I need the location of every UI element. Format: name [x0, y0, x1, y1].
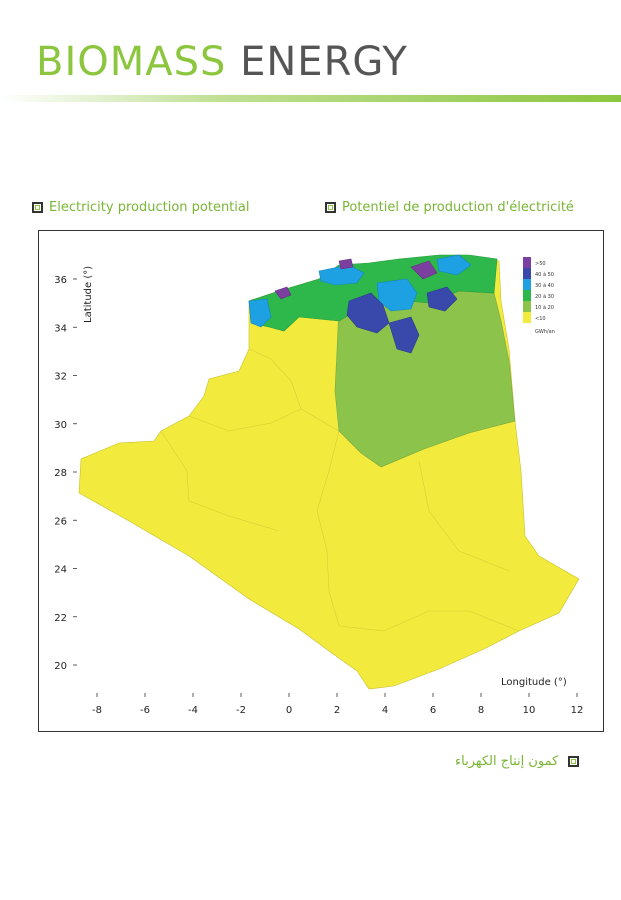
legend-label: 40 à 50	[535, 271, 554, 278]
page-title: BIOMASS ENERGY	[36, 42, 408, 82]
legend-swatch	[523, 257, 531, 268]
x-tick-label: -4	[188, 705, 198, 716]
legend-swatch	[523, 268, 531, 279]
caption-arabic: كمون إنتاج الكهرباء	[455, 754, 580, 769]
title-word-biomass: BIOMASS	[36, 39, 227, 85]
region-30-40-east	[436, 254, 472, 276]
region-gt50-b	[410, 260, 438, 280]
x-tick-label: 12	[571, 705, 584, 716]
legend-label: >50	[535, 261, 546, 267]
region-boundaries	[160, 348, 520, 632]
x-tick-label: 2	[334, 705, 340, 716]
legend-label: <10	[535, 316, 546, 322]
legend-label: 30 à 40	[535, 282, 554, 289]
legend-swatch	[523, 290, 531, 301]
legend-swatch	[523, 312, 531, 323]
caption-english-text: Electricity production potential	[49, 200, 250, 215]
region-gt50-c	[338, 258, 354, 270]
legend-swatch	[523, 279, 531, 290]
region-40-50-b	[388, 316, 420, 354]
legend-swatch	[523, 301, 531, 312]
y-tick-label: 28	[54, 468, 67, 479]
x-tick-label: 4	[382, 705, 388, 716]
region-gt50-a	[274, 286, 292, 300]
y-tick-label: 26	[54, 516, 67, 527]
map-frame: 20 22 24 26 28 30 32 34 36 -8 -6 -4 -2 0 2 4 6 8 10 12 Lat…	[38, 230, 604, 732]
x-tick-label: -6	[140, 705, 150, 716]
x-axis: -8 -6 -4 -2 0 2 4 6 8 10 12	[92, 693, 583, 716]
checkbox-icon	[32, 202, 43, 213]
caption-arabic-text: كمون إنتاج الكهرباء	[455, 754, 559, 769]
region-40-50-a	[346, 292, 390, 334]
x-tick-label: -2	[236, 705, 246, 716]
title-word-energy: ENERGY	[240, 39, 408, 85]
caption-french: Potentiel de production d'électricité	[325, 200, 574, 215]
y-axis-label: Latitude (°)	[83, 266, 94, 323]
legend-unit: GWh/an	[535, 329, 555, 335]
caption-english: Electricity production potential	[32, 200, 249, 215]
title-underline	[0, 95, 621, 102]
legend: >50 40 à 50 30 à 40 20 à 30 10 à 20 <10 GWh/an	[523, 257, 555, 335]
y-tick-label: 24	[54, 565, 67, 576]
y-axis: 20 22 24 26 28 30 32 34 36	[54, 275, 77, 672]
x-axis-label: Longitude (°)	[501, 677, 567, 688]
caption-french-text: Potentiel de production d'électricité	[342, 200, 574, 215]
y-tick-label: 32	[54, 372, 67, 383]
legend-label: 10 à 20	[535, 304, 554, 311]
y-tick-label: 34	[54, 323, 67, 334]
region-30-40-west	[248, 298, 272, 328]
y-tick-label: 20	[54, 661, 67, 672]
checkbox-icon	[568, 756, 580, 767]
region-40-50-c	[426, 286, 458, 312]
x-tick-label: 10	[523, 705, 536, 716]
x-tick-label: 0	[286, 705, 292, 716]
x-tick-label: 6	[430, 705, 436, 716]
x-tick-label: -8	[92, 705, 102, 716]
y-tick-label: 30	[54, 420, 67, 431]
checkbox-icon	[325, 202, 336, 213]
y-tick-label: 22	[54, 613, 67, 624]
legend-label: 20 à 30	[535, 293, 554, 300]
x-tick-label: 8	[478, 705, 484, 716]
y-tick-label: 36	[54, 275, 67, 286]
